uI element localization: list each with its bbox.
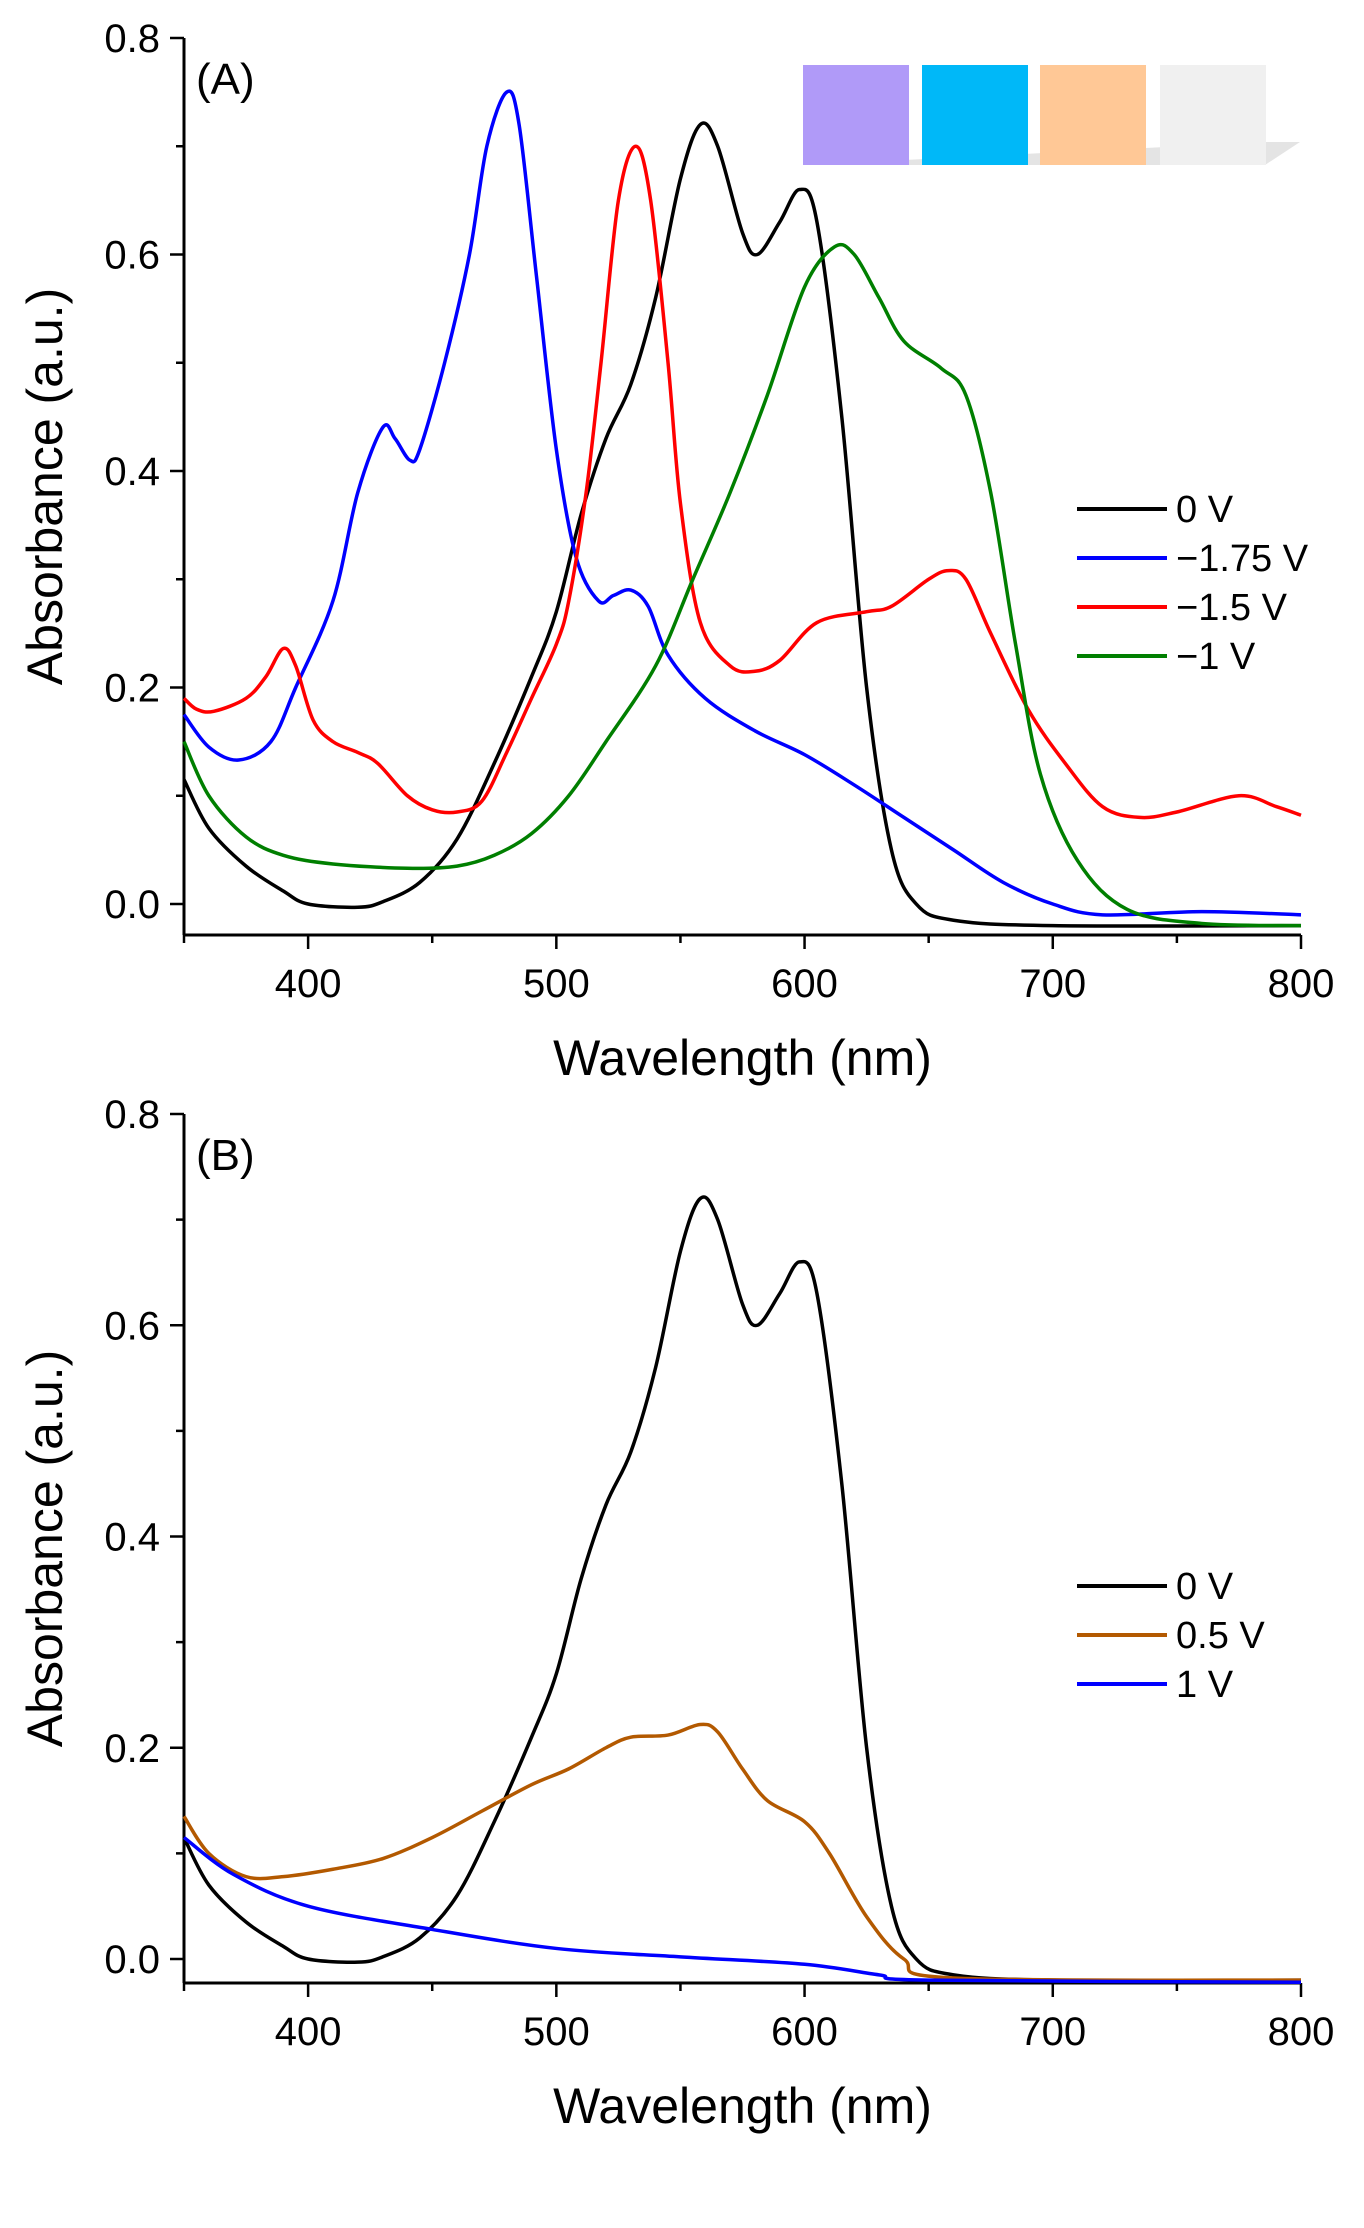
legend-label: 1 V [1176, 1664, 1234, 1706]
series-line [182, 144, 1302, 820]
panel-a: 400 500 600 700 800 0.0 0.2 0.4 0.6 0.8 Wavelength… [17, 17, 1334, 1086]
series-line [182, 1722, 1302, 1983]
x-tick-label: 700 [1019, 962, 1086, 1006]
y-tick-label: 0.0 [104, 883, 160, 927]
legend-label: −1.5 V [1176, 587, 1288, 629]
y-tick-label: 0.2 [104, 667, 160, 711]
x-tick-label: 800 [1268, 962, 1335, 1006]
legend-label: −1.75 V [1176, 538, 1309, 580]
series-line [182, 89, 1302, 917]
y-tick-label: 0.8 [104, 17, 160, 61]
y-tick-label: 0.6 [104, 234, 160, 278]
x-tick-label: 400 [275, 962, 342, 1006]
color-swatch [1160, 65, 1266, 165]
legend-label: 0 V [1176, 489, 1234, 531]
y-tick-label: 0.0 [104, 1938, 160, 1982]
y-axis-label: Absorbance (a.u.) [17, 288, 73, 685]
y-axis-label: Absorbance (a.u.) [17, 1350, 73, 1747]
y-tick-label: 0.4 [104, 1516, 160, 1560]
series-line [182, 1195, 1302, 1983]
y-tick-label: 0.8 [104, 1093, 160, 1137]
x-tick-label: 600 [771, 962, 838, 1006]
color-swatches [803, 65, 1300, 165]
color-swatch [1040, 65, 1146, 165]
x-tick-label: 500 [523, 2010, 590, 2054]
x-tick-label: 700 [1019, 2010, 1086, 2054]
series-line [182, 121, 1302, 928]
panel-label: (B) [196, 1131, 255, 1180]
x-tick-label: 600 [771, 2010, 838, 2054]
x-tick-label: 800 [1268, 2010, 1335, 2054]
x-tick-label: 400 [275, 2010, 342, 2054]
series-line [182, 1836, 1302, 1984]
panel-label: (A) [196, 55, 255, 104]
panel-b: 400 500 600 700 800 0.0 0.2 0.4 0.6 0.8 Wavelength… [17, 1093, 1334, 2134]
legend-label: 0 V [1176, 1566, 1234, 1608]
x-tick-label: 500 [523, 962, 590, 1006]
series-line [182, 242, 1302, 928]
y-tick-label: 0.6 [104, 1304, 160, 1348]
x-axis-label: Wavelength (nm) [553, 2078, 932, 2134]
y-tick-label: 0.2 [104, 1727, 160, 1771]
x-axis-label: Wavelength (nm) [553, 1030, 932, 1086]
legend-label: 0.5 V [1176, 1615, 1265, 1657]
legend-label: −1 V [1176, 636, 1256, 678]
color-swatch [803, 65, 909, 165]
color-swatch [922, 65, 1028, 165]
y-tick-label: 0.4 [104, 450, 160, 494]
